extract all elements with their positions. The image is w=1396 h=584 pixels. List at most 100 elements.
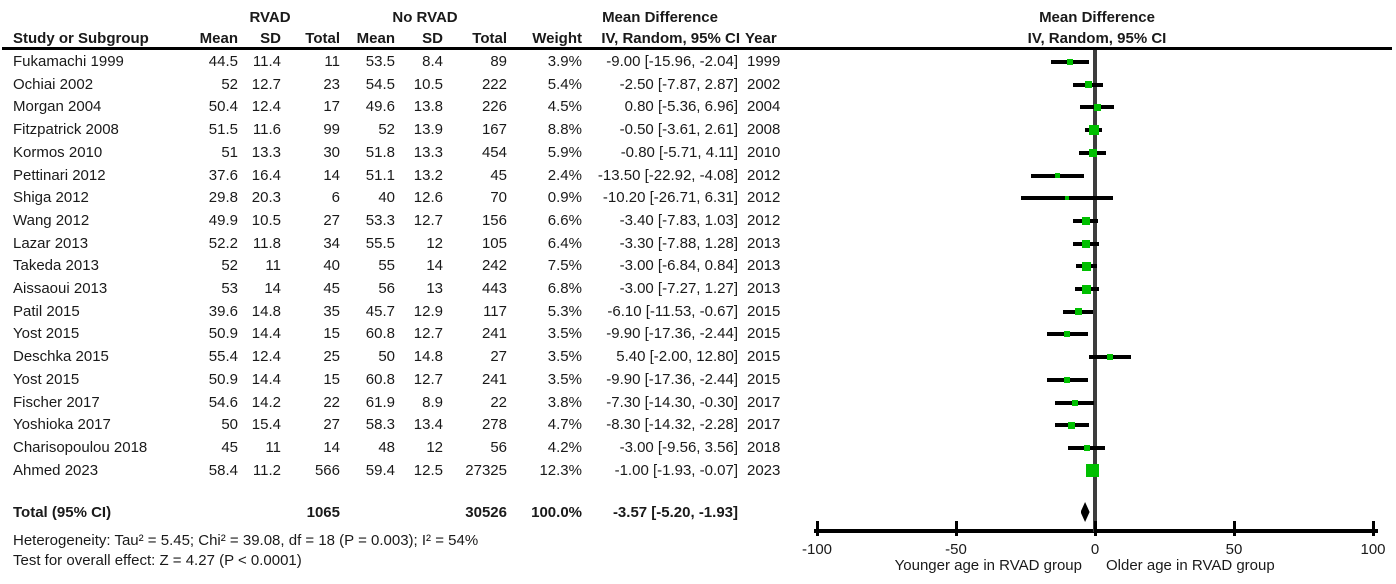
axis-tick-label: -50: [945, 541, 967, 558]
table-row: Ochiai 2002 52 12.7 23 54.5 10.5 222 5.4% -2.50 …: [0, 74, 1396, 96]
sd1-cell: 20.3: [251, 189, 281, 207]
mean-difference-header: Mean Difference: [602, 9, 718, 26]
study-name-cell: Yost 2015: [13, 370, 80, 388]
year-cell: 2015: [747, 348, 781, 366]
ci-text-cell: -6.10 [-11.53, -0.67]: [607, 302, 738, 320]
table-row: Yost 2015 50.9 14.4 15 60.8 12.7 241 3.5% -9.90 …: [0, 369, 1396, 391]
total1-cell: 15: [323, 370, 340, 388]
ci-text-cell: -10.20 [-26.71, 6.31]: [602, 189, 738, 207]
norvad-sd-header: SD: [422, 30, 443, 47]
ci-text-cell: -3.30 [-7.88, 1.28]: [619, 234, 738, 252]
mean1-cell: 50: [221, 416, 238, 434]
study-name-cell: Fischer 2017: [13, 393, 100, 411]
weight-cell: 6.6%: [547, 211, 582, 229]
mean2-cell: 52: [378, 121, 395, 139]
table-row: Lazar 2013 52.2 11.8 34 55.5 12 105 6.4% -3.30 […: [0, 233, 1396, 255]
mean2-cell: 56: [378, 280, 395, 297]
sd2-cell: 10.5: [413, 75, 443, 93]
study-name-cell: Charisopoulou 2018: [13, 438, 148, 456]
sd2-cell: 12.9: [413, 302, 443, 320]
ci-text-cell: -3.00 [-9.56, 3.56]: [619, 438, 738, 456]
heterogeneity-stats: Heterogeneity: Tau² = 5.45; Chi² = 39.08…: [13, 532, 479, 549]
weight-cell: 12.3%: [539, 461, 582, 479]
mean1-cell: 55.4: [208, 348, 238, 366]
sd1-cell: 13.3: [251, 143, 281, 161]
table-row: Pettinari 2012 37.6 16.4 14 51.1 13.2 45 2.4% -1…: [0, 165, 1396, 187]
total-ci-text: -3.57 [-5.20, -1.93]: [612, 504, 738, 521]
mean2-cell: 53.5: [365, 53, 395, 70]
no-rvad-group-header: No RVAD: [392, 9, 458, 26]
ci-text-cell: -13.50 [-22.92, -4.08]: [597, 166, 738, 184]
effect-marker: [1074, 308, 1082, 316]
sd2-cell: 12: [426, 234, 443, 252]
norvad-total-header: Total: [472, 30, 507, 47]
sd1-cell: 11: [265, 257, 281, 275]
total2-cell: 70: [490, 189, 507, 207]
mean1-cell: 37.6: [208, 166, 238, 184]
axis-tick-label: 50: [1225, 541, 1243, 558]
effect-marker: [1082, 284, 1092, 294]
axis-tick: [1093, 521, 1097, 536]
effect-marker: [1082, 261, 1092, 271]
total-norvad-n: 30526: [465, 504, 507, 521]
sd2-cell: 12.7: [413, 211, 443, 229]
ci-text-cell: -9.00 [-15.96, -2.04]: [606, 53, 738, 70]
weight-cell: 3.5%: [547, 370, 582, 388]
mean1-cell: 52: [221, 257, 238, 275]
study-name-cell: Deschka 2015: [13, 348, 109, 366]
weight-cell: 3.9%: [547, 53, 582, 70]
total-rvad-n: 1065: [306, 504, 340, 521]
table-row: Deschka 2015 55.4 12.4 25 50 14.8 27 3.5% 5.40 […: [0, 346, 1396, 368]
mean2-cell: 54.5: [365, 75, 395, 93]
year-cell: 2008: [747, 121, 781, 139]
total2-cell: 167: [481, 121, 507, 139]
mean2-cell: 51.8: [365, 143, 395, 161]
sd1-cell: 14.8: [251, 302, 281, 320]
year-cell: 2013: [747, 234, 781, 252]
effect-marker: [1068, 421, 1076, 429]
sd1-cell: 11.8: [252, 234, 281, 252]
study-name-cell: Ochiai 2002: [13, 75, 94, 93]
study-name-cell: Kormos 2010: [13, 143, 103, 161]
total1-cell: 23: [323, 75, 340, 93]
total2-cell: 22: [490, 393, 507, 411]
axis-tick-label: 0: [1090, 541, 1100, 558]
weight-cell: 5.9%: [547, 143, 582, 161]
total2-cell: 27: [490, 348, 507, 366]
total2-cell: 454: [481, 143, 507, 161]
ci-text-cell: -7.30 [-14.30, -0.30]: [606, 393, 738, 411]
total1-cell: 40: [323, 257, 340, 275]
effect-marker: [1064, 196, 1069, 201]
study-name-cell: Morgan 2004: [13, 98, 102, 116]
year-column-header: Year: [745, 30, 777, 47]
table-row: Ahmed 2023 58.4 11.2 566 59.4 12.5 27325 12.3% -…: [0, 460, 1396, 482]
weight-cell: 3.8%: [547, 393, 582, 411]
sd2-cell: 14: [426, 257, 443, 275]
mean1-cell: 39.6: [208, 302, 238, 320]
overall-effect-test: Test for overall effect: Z = 4.27 (P < 0…: [13, 552, 302, 569]
total-diamond: [1080, 502, 1090, 522]
sd1-cell: 14: [264, 280, 281, 297]
weight-cell: 3.5%: [547, 348, 582, 366]
ci-text-cell: -0.80 [-5.71, 4.11]: [620, 143, 738, 161]
total2-cell: 27325: [465, 461, 507, 479]
weight-cell: 8.8%: [547, 121, 582, 139]
weight-cell: 4.2%: [547, 438, 582, 456]
table-row: Takeda 2013 52 11 40 55 14 242 7.5% -3.00 [-6.84…: [0, 255, 1396, 277]
weight-header: Weight: [532, 30, 582, 47]
axis-tick-label: -100: [801, 541, 833, 558]
total-label: Total (95% CI): [13, 504, 112, 521]
total2-cell: 56: [490, 438, 507, 456]
plot-header-line2: IV, Random, 95% CI: [1027, 30, 1167, 47]
study-name-cell: Fukamachi 1999: [13, 53, 124, 70]
effect-marker: [1088, 148, 1097, 157]
ci-text-cell: -8.30 [-14.32, -2.28]: [606, 416, 738, 434]
plot-header-line1: Mean Difference: [1039, 9, 1155, 26]
total2-cell: 242: [481, 257, 507, 275]
mean2-cell: 59.4: [365, 461, 395, 479]
total2-cell: 156: [481, 211, 507, 229]
effect-marker: [1081, 216, 1090, 225]
table-row: Yoshioka 2017 50 15.4 27 58.3 13.4 278 4.7% -8.3…: [0, 414, 1396, 436]
sd2-cell: 14.8: [413, 348, 443, 366]
